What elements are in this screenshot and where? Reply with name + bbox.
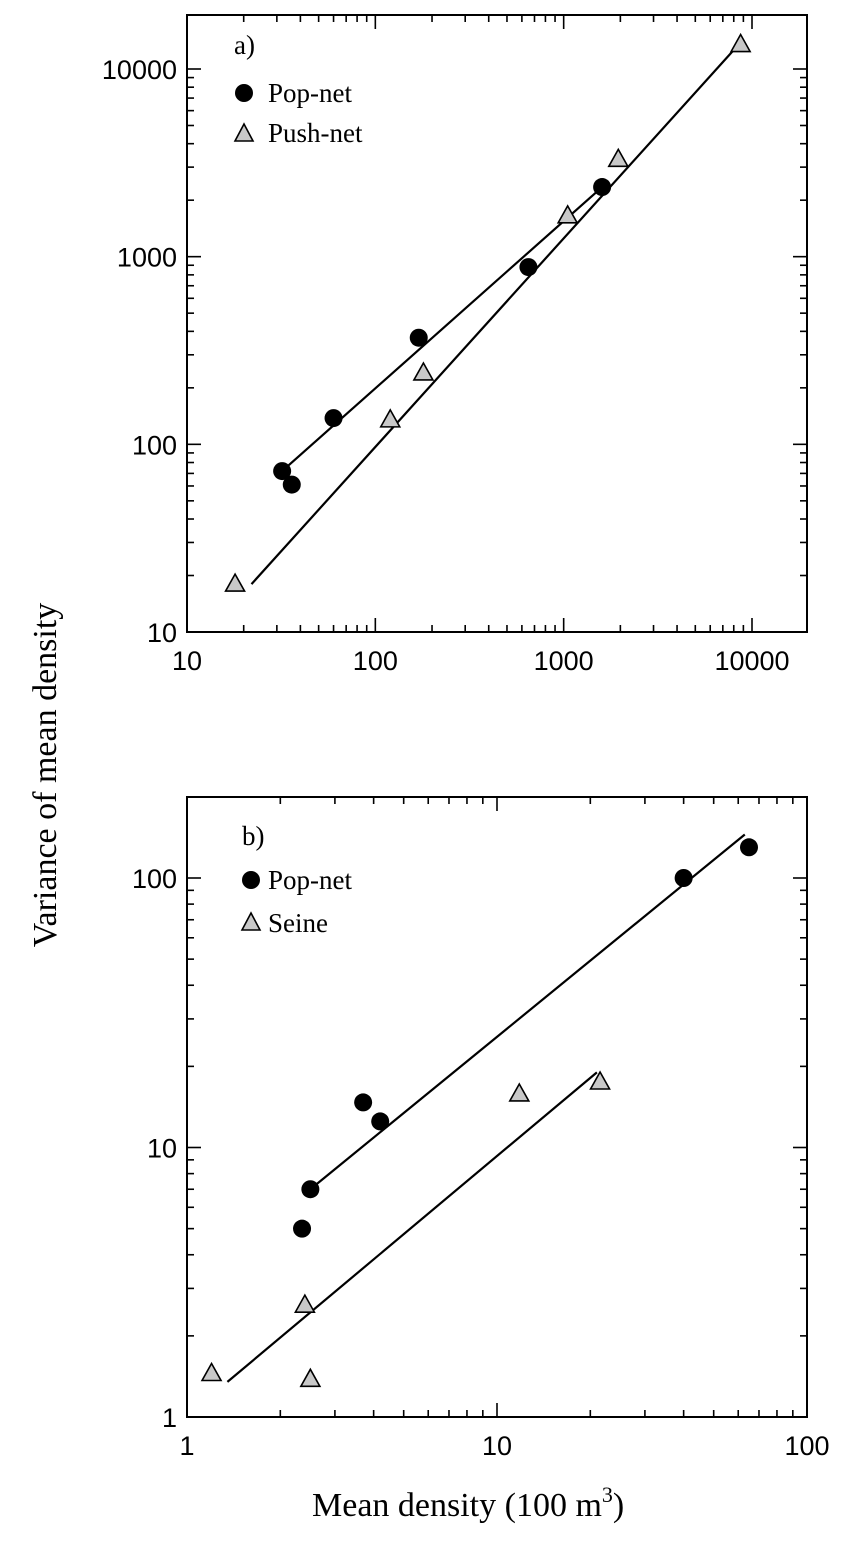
panel-a-axis-ticks	[186, 15, 807, 633]
panel-a-legend: Pop-net Push-net	[233, 78, 363, 148]
x-tick-label: 100	[784, 1431, 829, 1461]
point-pop-net	[371, 1112, 390, 1131]
point-pop-net	[409, 328, 428, 347]
fit-line-pop-net	[281, 186, 603, 472]
panel-b-legend: Pop-net Seine	[240, 865, 352, 938]
x-tick-label: 10	[172, 646, 202, 676]
panel-a-tick-labels: 10 100 1000 10000 10 100 1000 10000	[102, 55, 790, 676]
y-axis-label: Variance of mean density	[27, 603, 64, 948]
y-tick-label: 10	[147, 618, 177, 648]
point-seine	[294, 1293, 316, 1313]
y-tick-label: 100	[132, 864, 177, 894]
point-pop-net	[301, 1180, 320, 1199]
panel-b-fit-lines	[226, 833, 746, 1383]
point-push-net	[729, 32, 752, 53]
point-seine	[200, 1361, 223, 1382]
panel-a: 10 100 1000 10000 10 100 1000 10000 a) Pop-net …	[102, 14, 808, 676]
point-pop-net	[293, 1219, 312, 1238]
x-axis-label-close: )	[613, 1487, 624, 1524]
point-push-net	[379, 408, 402, 428]
point-push-net	[607, 147, 630, 168]
panel-b-label: b)	[242, 821, 265, 851]
point-pop-net	[354, 1093, 373, 1112]
point-push-net	[224, 572, 246, 592]
fit-line-push-net	[250, 43, 740, 585]
legend-label-pop-net: Pop-net	[268, 78, 352, 108]
point-pop-net	[324, 409, 343, 428]
legend-marker-pop-net	[242, 871, 260, 889]
legend-label-seine: Seine	[268, 908, 328, 938]
point-pop-net	[282, 475, 301, 494]
point-pop-net	[519, 258, 538, 277]
panel-b: 1 10 100 1 10 100 b) Pop-net Seine	[132, 796, 830, 1461]
x-tick-label: 10	[482, 1431, 512, 1461]
x-tick-label: 1000	[534, 646, 594, 676]
legend-marker-push-net	[233, 122, 255, 142]
fit-line-pop-net	[309, 833, 746, 1191]
point-pop-net	[740, 838, 759, 857]
panel-b-axis-ticks	[186, 796, 808, 1418]
x-tick-label: 100	[353, 646, 398, 676]
point-push-net	[556, 204, 579, 224]
point-seine	[508, 1082, 531, 1102]
legend-label-pop-net: Pop-net	[268, 865, 352, 895]
x-axis-label-main: Mean density (100 m	[312, 1487, 602, 1524]
legend-label-push-net: Push-net	[268, 118, 363, 148]
x-tick-label: 10000	[714, 646, 789, 676]
panel-b-data-points	[200, 838, 759, 1388]
panel-b-tick-labels: 1 10 100 1 10 100	[132, 864, 830, 1461]
y-tick-label: 100	[132, 430, 177, 460]
point-seine	[299, 1367, 322, 1388]
y-tick-label: 1	[162, 1403, 177, 1433]
point-seine	[589, 1070, 611, 1090]
panel-a-frame	[186, 14, 808, 633]
y-tick-label: 10000	[102, 55, 177, 85]
x-axis-label-superscript: 3	[602, 1482, 613, 1507]
legend-marker-seine	[240, 911, 262, 931]
point-pop-net	[593, 178, 612, 197]
panel-a-data-points	[224, 32, 752, 592]
point-push-net	[412, 361, 435, 381]
legend-marker-pop-net	[235, 84, 253, 102]
y-tick-label: 1000	[117, 243, 177, 273]
point-pop-net	[273, 462, 292, 481]
panel-a-label: a)	[234, 30, 255, 60]
x-axis-label: Mean density (100 m3)	[312, 1482, 624, 1524]
y-tick-label: 10	[147, 1134, 177, 1164]
fit-line-seine	[226, 1071, 598, 1383]
x-tick-label: 1	[179, 1431, 194, 1461]
point-pop-net	[674, 869, 693, 887]
